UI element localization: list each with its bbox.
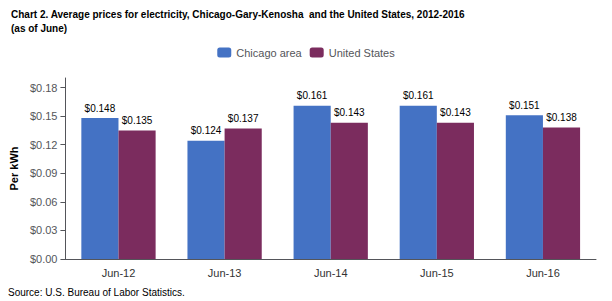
- svg-text:$0.143: $0.143: [334, 107, 365, 118]
- svg-text:$0.138: $0.138: [546, 112, 577, 123]
- svg-text:$0.148: $0.148: [85, 103, 116, 114]
- svg-text:$0.15: $0.15: [30, 110, 58, 122]
- svg-text:$0.135: $0.135: [122, 115, 153, 126]
- svg-text:Jun-16: Jun-16: [526, 267, 560, 279]
- svg-text:Source: U.S. Bureau of Labor S: Source: U.S. Bureau of Labor Statistics.: [8, 287, 185, 298]
- svg-text:$0.161: $0.161: [297, 90, 328, 101]
- svg-text:Jun-14: Jun-14: [314, 267, 348, 279]
- svg-text:Per kWh: Per kWh: [8, 146, 20, 190]
- svg-text:Jun-15: Jun-15: [420, 267, 454, 279]
- svg-text:$0.09: $0.09: [30, 167, 58, 179]
- svg-text:$0.151: $0.151: [509, 100, 540, 111]
- svg-text:$0.12: $0.12: [30, 139, 58, 151]
- svg-text:$0.00: $0.00: [30, 253, 58, 265]
- svg-text:Chicago area: Chicago area: [236, 47, 302, 59]
- svg-text:$0.161: $0.161: [403, 90, 434, 101]
- svg-text:Jun-12: Jun-12: [102, 267, 136, 279]
- svg-text:United States: United States: [329, 47, 396, 59]
- svg-text:$0.18: $0.18: [30, 82, 58, 94]
- svg-text:$0.124: $0.124: [191, 125, 222, 136]
- svg-text:$0.143: $0.143: [440, 107, 471, 118]
- svg-text:$0.06: $0.06: [30, 196, 58, 208]
- svg-text:$0.137: $0.137: [228, 113, 259, 124]
- svg-text:Chart 2. Average prices for el: Chart 2. Average prices for electricity,…: [11, 9, 465, 20]
- svg-text:$0.03: $0.03: [30, 224, 58, 236]
- svg-text:Jun-13: Jun-13: [208, 267, 242, 279]
- svg-text:(as of June): (as of June): [11, 23, 67, 34]
